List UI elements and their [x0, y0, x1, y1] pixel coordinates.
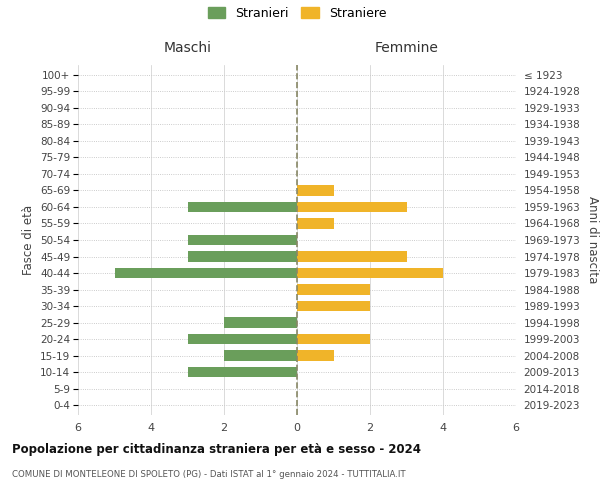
Bar — [297, 300, 370, 312]
Bar — [297, 284, 370, 295]
Bar — [188, 202, 297, 212]
Y-axis label: Anni di nascita: Anni di nascita — [586, 196, 599, 284]
Bar — [297, 218, 334, 229]
Bar — [297, 202, 407, 212]
Text: Maschi: Maschi — [164, 41, 212, 55]
Legend: Stranieri, Straniere: Stranieri, Straniere — [203, 2, 391, 25]
Text: Popolazione per cittadinanza straniera per età e sesso - 2024: Popolazione per cittadinanza straniera p… — [12, 442, 421, 456]
Bar — [188, 251, 297, 262]
Bar — [297, 251, 407, 262]
Bar — [188, 334, 297, 344]
Bar — [115, 268, 297, 278]
Text: Femmine: Femmine — [374, 41, 439, 55]
Bar — [297, 350, 334, 361]
Bar — [297, 334, 370, 344]
Bar — [188, 234, 297, 246]
Y-axis label: Fasce di età: Fasce di età — [22, 205, 35, 275]
Bar — [297, 185, 334, 196]
Bar — [224, 350, 297, 361]
Bar — [188, 366, 297, 378]
Bar — [297, 268, 443, 278]
Text: COMUNE DI MONTELEONE DI SPOLETO (PG) - Dati ISTAT al 1° gennaio 2024 - TUTTITALI: COMUNE DI MONTELEONE DI SPOLETO (PG) - D… — [12, 470, 406, 479]
Bar — [224, 317, 297, 328]
